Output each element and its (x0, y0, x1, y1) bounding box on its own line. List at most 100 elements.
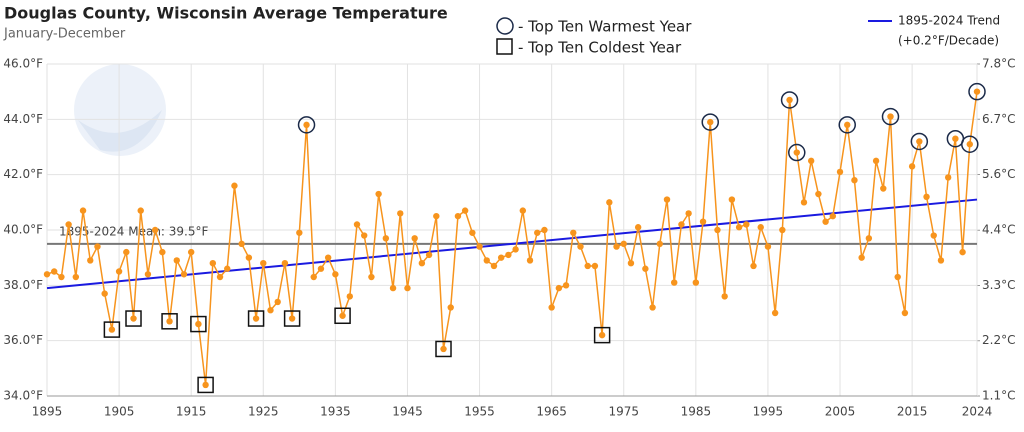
point (274, 298, 281, 306)
point (627, 260, 635, 267)
y2-tick-label: 1.1°C (982, 389, 1015, 403)
y-tick-label: 44.0°F (3, 112, 43, 126)
point (404, 284, 411, 292)
point (252, 315, 260, 322)
point (858, 254, 865, 261)
point (447, 304, 454, 311)
point (173, 257, 180, 264)
x-tick-label: 1975 (608, 405, 639, 419)
point (497, 254, 505, 261)
point (973, 88, 981, 95)
point (815, 190, 822, 198)
point (735, 224, 743, 231)
warm-marker (881, 107, 900, 126)
point (930, 232, 937, 239)
warm-marker (297, 116, 316, 134)
point (389, 284, 397, 292)
point (613, 243, 620, 250)
point (822, 218, 829, 225)
y2-tick-label: 5.6°C (982, 167, 1015, 181)
point (584, 262, 591, 270)
noaa-logo (74, 64, 166, 156)
point (130, 315, 137, 322)
point (714, 226, 721, 234)
point (577, 243, 584, 250)
legend-warm-symbol (496, 17, 514, 35)
point (699, 218, 707, 225)
point (72, 273, 80, 281)
point (505, 251, 512, 259)
point (519, 207, 527, 214)
point (433, 212, 440, 220)
point (598, 331, 606, 339)
point (187, 248, 195, 256)
point (591, 262, 599, 270)
x-tick-label: 2005 (825, 405, 856, 419)
point (260, 260, 267, 267)
y2-tick-label: 7.8°C (982, 57, 1015, 71)
point (461, 207, 469, 214)
point (245, 254, 253, 261)
point (418, 260, 426, 267)
point (606, 199, 613, 206)
point (151, 226, 159, 234)
point (916, 138, 923, 145)
x-tick-label: 1965 (536, 405, 567, 419)
point (490, 262, 498, 270)
point (238, 240, 245, 248)
point (216, 273, 224, 281)
chart-title: Douglas County, Wisconsin Average Temper… (4, 4, 448, 23)
x-tick-label: 1945 (392, 405, 423, 419)
point (829, 212, 837, 220)
point (79, 207, 87, 214)
cold-marker (125, 310, 142, 327)
y-tick-label: 34.0°F (3, 389, 43, 403)
point (483, 257, 490, 264)
point (296, 229, 303, 236)
x-tick-label: 1895 (32, 405, 63, 419)
y-tick-label: 36.0°F (3, 333, 43, 347)
point (634, 224, 642, 231)
y2-tick-label: 3.3°C (982, 278, 1015, 292)
cold-marker (161, 313, 178, 330)
point (800, 199, 808, 206)
trend-line (46, 198, 978, 290)
point (771, 309, 779, 317)
point (793, 149, 800, 156)
y-tick-label: 42.0°F (3, 167, 43, 181)
point (728, 196, 736, 203)
point (908, 163, 916, 170)
cold-marker (435, 340, 452, 358)
y2-tick-label: 6.7°C (982, 112, 1015, 126)
point (166, 318, 173, 325)
point (65, 221, 72, 228)
point (317, 265, 325, 272)
y2-tick-label: 4.4°C (982, 223, 1015, 237)
warm-marker (838, 116, 856, 134)
point (101, 290, 108, 297)
x-tick-label: 2024 (962, 405, 993, 419)
point (288, 315, 296, 322)
chart-subtitle: January-December (3, 27, 126, 42)
point (844, 121, 851, 129)
point (649, 304, 656, 311)
point (671, 279, 678, 286)
point (620, 240, 627, 248)
warm-marker (968, 82, 986, 101)
legend-cold-symbol (496, 38, 513, 55)
point (368, 273, 375, 281)
point (534, 229, 541, 236)
point (94, 243, 101, 250)
point (952, 135, 959, 142)
point (880, 185, 887, 192)
x-tick-label: 1905 (104, 405, 135, 419)
cold-marker (334, 307, 351, 325)
point (469, 229, 476, 236)
point (966, 141, 973, 148)
point (224, 265, 231, 272)
point (901, 309, 909, 317)
point (944, 174, 952, 181)
warm-marker (910, 132, 929, 151)
cold-marker (247, 310, 265, 327)
x-tick-label: 1925 (248, 405, 279, 419)
